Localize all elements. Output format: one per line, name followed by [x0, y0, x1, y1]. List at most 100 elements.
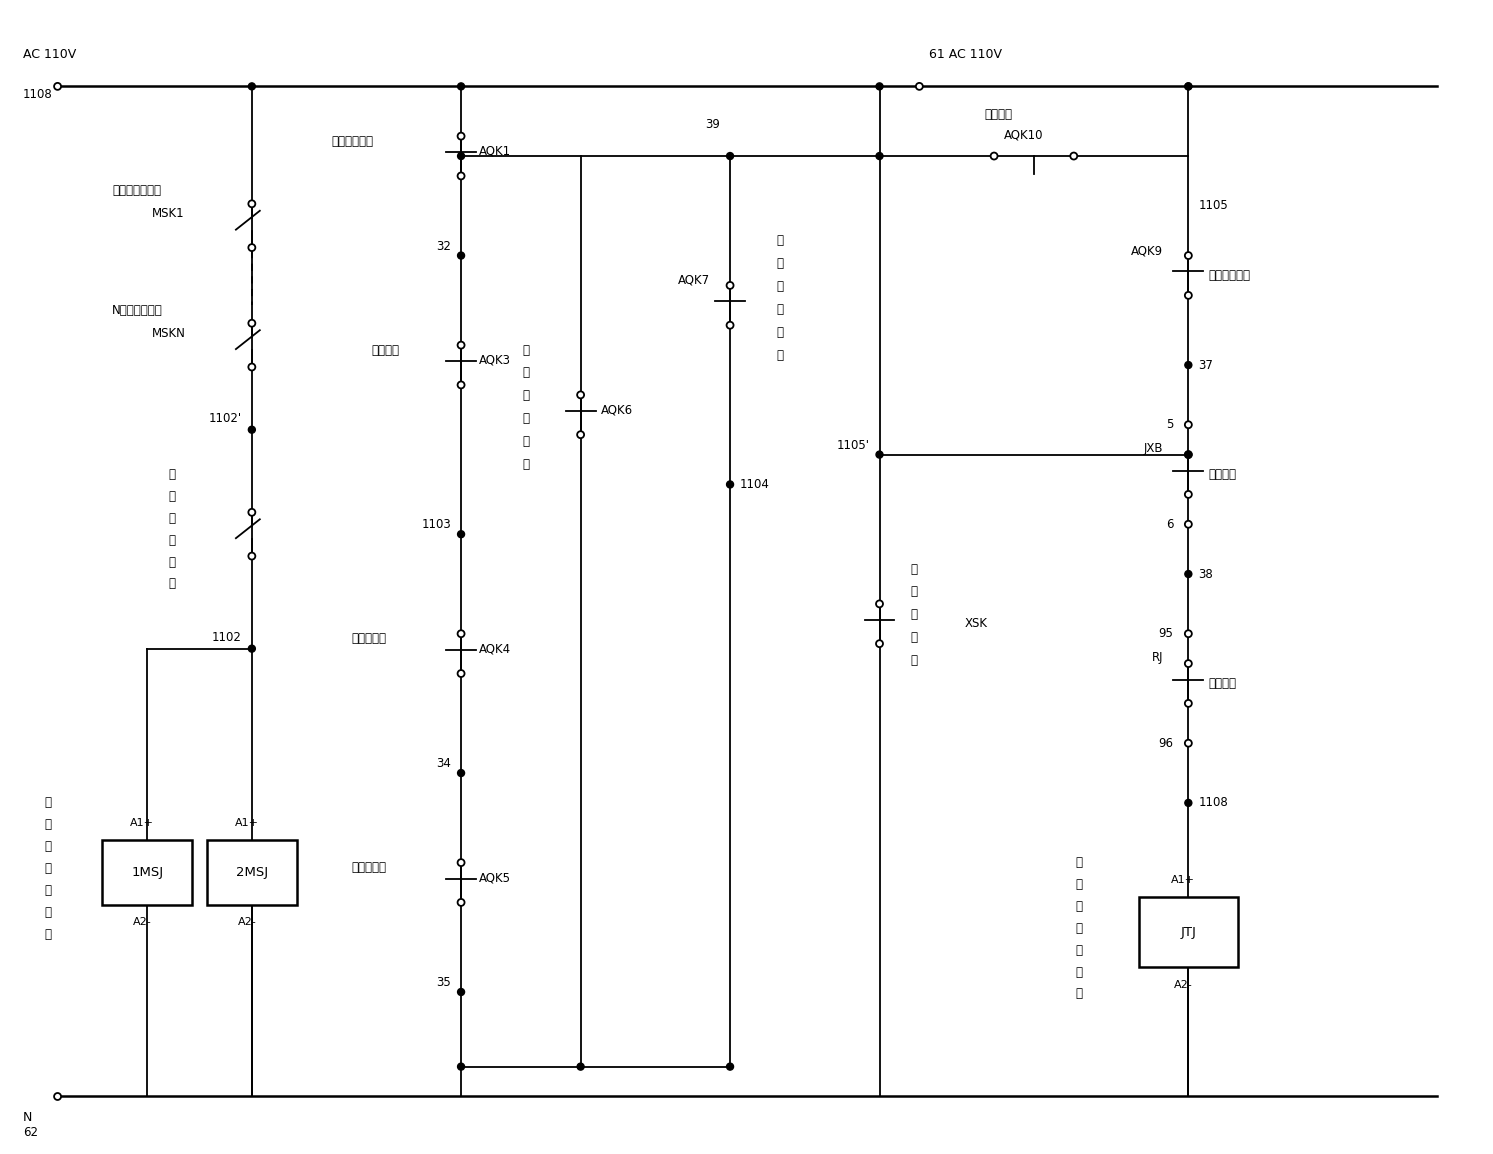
Text: 门: 门 — [45, 796, 51, 809]
Circle shape — [1185, 740, 1191, 747]
Text: 停: 停 — [523, 412, 530, 426]
Text: MSK1: MSK1 — [152, 208, 185, 220]
Circle shape — [457, 252, 464, 258]
FancyBboxPatch shape — [103, 840, 193, 905]
Text: 38: 38 — [1199, 568, 1212, 580]
Circle shape — [457, 899, 464, 906]
Circle shape — [248, 201, 255, 208]
Circle shape — [1185, 490, 1191, 497]
Text: 39: 39 — [705, 118, 720, 132]
Text: 1102: 1102 — [212, 631, 242, 644]
Text: A1+: A1+ — [234, 818, 258, 829]
Text: 继: 继 — [45, 840, 51, 853]
Circle shape — [876, 152, 882, 159]
Circle shape — [727, 1063, 733, 1070]
Text: A1+: A1+ — [1172, 875, 1196, 884]
Text: 95: 95 — [1159, 628, 1173, 640]
Text: 1102': 1102' — [209, 412, 242, 425]
Circle shape — [1185, 292, 1191, 299]
Text: 96: 96 — [1159, 736, 1173, 750]
Circle shape — [248, 245, 255, 252]
Text: 速: 速 — [911, 585, 918, 599]
Text: 开: 开 — [911, 631, 918, 644]
Text: 电机热保: 电机热保 — [984, 108, 1012, 121]
Circle shape — [1185, 252, 1191, 258]
Text: JXB: JXB — [1144, 442, 1163, 455]
Circle shape — [457, 1063, 464, 1070]
Text: 1105': 1105' — [836, 439, 869, 451]
Circle shape — [990, 152, 997, 159]
Text: 轿: 轿 — [169, 511, 176, 525]
Circle shape — [248, 553, 255, 560]
Circle shape — [727, 322, 733, 329]
Circle shape — [727, 152, 733, 159]
Text: AQK9: AQK9 — [1132, 245, 1163, 257]
Text: 开: 开 — [169, 555, 176, 569]
Text: 关: 关 — [523, 458, 530, 471]
Circle shape — [457, 770, 464, 777]
Circle shape — [457, 382, 464, 389]
Text: AQK3: AQK3 — [479, 353, 511, 367]
Text: 器: 器 — [911, 608, 918, 621]
Circle shape — [1185, 700, 1191, 707]
Text: 1108: 1108 — [22, 89, 52, 102]
Circle shape — [248, 83, 255, 90]
Text: 开: 开 — [776, 325, 784, 338]
FancyBboxPatch shape — [208, 840, 297, 905]
Text: 安全窗开关: 安全窗开关 — [351, 861, 387, 874]
Text: 相序触点: 相序触点 — [1208, 469, 1236, 481]
Text: 35: 35 — [436, 976, 451, 989]
Circle shape — [457, 172, 464, 179]
Text: 左: 左 — [169, 469, 176, 481]
Circle shape — [1185, 83, 1191, 90]
Circle shape — [876, 451, 882, 458]
Text: 热保触点: 热保触点 — [1208, 677, 1236, 690]
Text: 急: 急 — [523, 389, 530, 403]
Circle shape — [1185, 361, 1191, 368]
Circle shape — [876, 83, 882, 90]
Circle shape — [876, 640, 882, 647]
Circle shape — [248, 509, 255, 516]
Text: 安全钳开关: 安全钳开关 — [351, 632, 387, 645]
Text: 一楼厅门锁开关: 一楼厅门锁开关 — [112, 185, 161, 197]
FancyBboxPatch shape — [1139, 898, 1238, 967]
Text: 停: 停 — [776, 302, 784, 316]
Circle shape — [457, 630, 464, 637]
Circle shape — [578, 391, 584, 398]
Text: 关: 关 — [776, 349, 784, 361]
Text: XSK: XSK — [964, 617, 987, 630]
Circle shape — [1185, 451, 1191, 458]
Text: 器: 器 — [45, 884, 51, 897]
Text: 急: 急 — [776, 280, 784, 293]
Text: 1MSJ: 1MSJ — [131, 866, 163, 879]
Text: 5: 5 — [1166, 418, 1173, 432]
Text: 器: 器 — [1075, 944, 1082, 957]
Text: N: N — [22, 1111, 31, 1124]
Circle shape — [578, 432, 584, 439]
Text: 顶: 顶 — [523, 367, 530, 380]
Text: 断绳开关: 断绳开关 — [372, 344, 400, 357]
Circle shape — [1185, 630, 1191, 637]
Text: 底坑急停开关: 底坑急停开关 — [331, 135, 373, 148]
Text: 锁: 锁 — [45, 818, 51, 831]
Text: AQK4: AQK4 — [479, 642, 511, 655]
Text: 急: 急 — [1075, 856, 1082, 869]
Circle shape — [457, 531, 464, 538]
Circle shape — [54, 1093, 61, 1100]
Text: 继: 继 — [1075, 900, 1082, 913]
Text: 圈: 圈 — [1075, 988, 1082, 1001]
Circle shape — [1185, 83, 1191, 90]
Text: 限: 限 — [911, 562, 918, 576]
Text: 62: 62 — [22, 1126, 37, 1139]
Text: A2-: A2- — [133, 917, 152, 927]
Circle shape — [1185, 660, 1191, 667]
Text: AQK1: AQK1 — [479, 144, 511, 158]
Circle shape — [1185, 800, 1191, 807]
Text: A2-: A2- — [237, 917, 257, 927]
Text: AC 110V: AC 110V — [22, 48, 76, 61]
Text: 1105: 1105 — [1199, 200, 1229, 212]
Text: 线: 线 — [1075, 966, 1082, 979]
Circle shape — [1185, 451, 1191, 458]
Text: 37: 37 — [1199, 359, 1214, 372]
Circle shape — [727, 282, 733, 288]
